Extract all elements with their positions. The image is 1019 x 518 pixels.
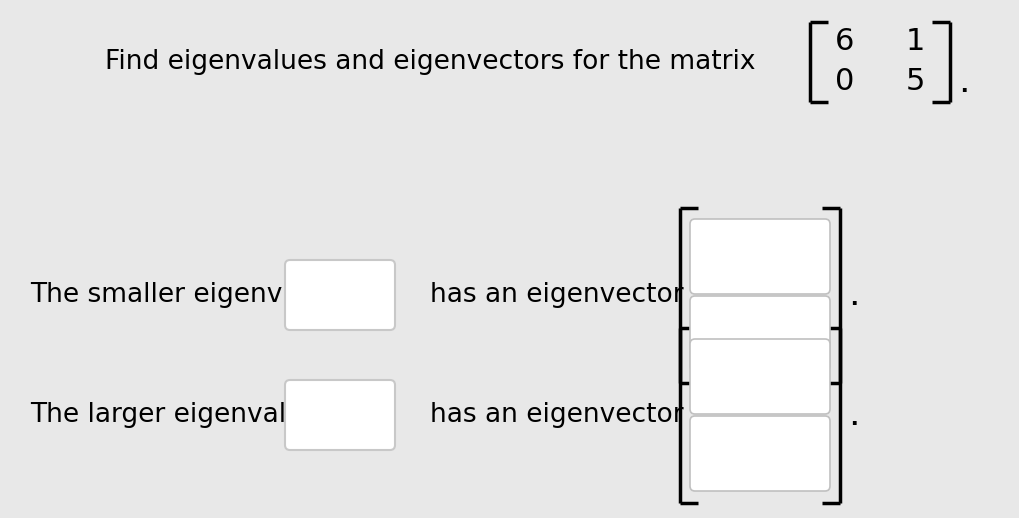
Text: The larger eigenvalue: The larger eigenvalue bbox=[30, 402, 319, 428]
Text: 0: 0 bbox=[836, 67, 855, 96]
Text: .: . bbox=[848, 398, 859, 432]
Text: has an eigenvector: has an eigenvector bbox=[430, 282, 684, 308]
Text: .: . bbox=[848, 278, 859, 312]
FancyBboxPatch shape bbox=[285, 260, 395, 330]
FancyBboxPatch shape bbox=[690, 219, 830, 294]
FancyBboxPatch shape bbox=[690, 339, 830, 414]
Text: 5: 5 bbox=[905, 67, 924, 96]
FancyBboxPatch shape bbox=[285, 380, 395, 450]
Text: Find eigenvalues and eigenvectors for the matrix: Find eigenvalues and eigenvectors for th… bbox=[105, 49, 755, 75]
FancyBboxPatch shape bbox=[690, 416, 830, 491]
Text: has an eigenvector: has an eigenvector bbox=[430, 402, 684, 428]
FancyBboxPatch shape bbox=[690, 296, 830, 371]
Text: .: . bbox=[958, 65, 969, 99]
Text: 6: 6 bbox=[836, 27, 855, 56]
Text: The smaller eigenvalue: The smaller eigenvalue bbox=[30, 282, 339, 308]
Text: 1: 1 bbox=[905, 27, 924, 56]
